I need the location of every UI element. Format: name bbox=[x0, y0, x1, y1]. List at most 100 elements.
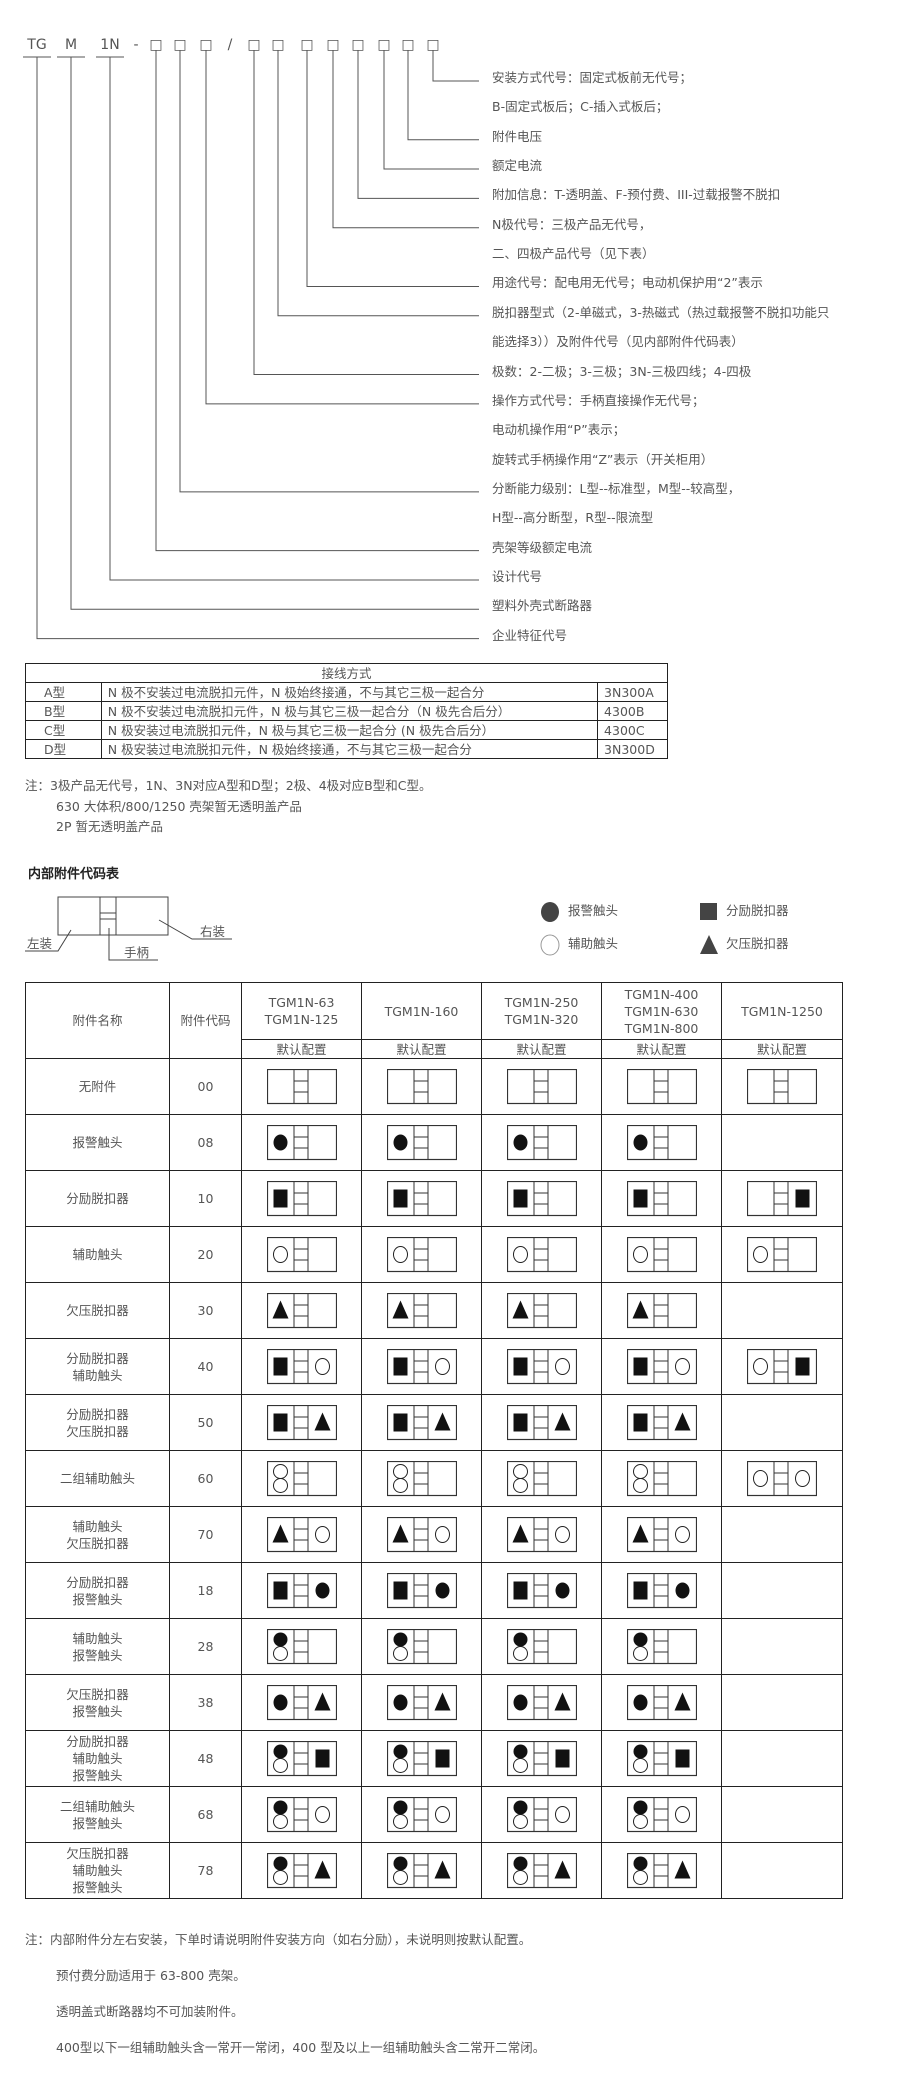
breaker-config-diagram bbox=[266, 1292, 337, 1328]
alarm-contact-icon bbox=[393, 1694, 407, 1710]
config-cell bbox=[481, 1506, 602, 1563]
breaker-config-diagram bbox=[506, 1628, 577, 1664]
legend-item: 分励脱扣器 bbox=[698, 900, 789, 923]
accessory-name-line: 欠压脱扣器 bbox=[66, 1535, 129, 1551]
breaker-config-diagram bbox=[626, 1796, 697, 1832]
col-header-name: 附件名称 bbox=[25, 982, 170, 1059]
wiring-type: B型 bbox=[25, 701, 102, 721]
alarm-contact-icon bbox=[435, 1582, 449, 1598]
accessory-name-line: 报警触头 bbox=[72, 1647, 123, 1663]
auxiliary-contact-icon bbox=[795, 1469, 810, 1487]
breaker-config-diagram bbox=[747, 1180, 817, 1216]
breaker-config-diagram bbox=[266, 1628, 337, 1664]
section-title: 内部附件代码表 bbox=[28, 867, 120, 882]
auxiliary-contact-icon bbox=[272, 1477, 288, 1493]
config-cell bbox=[601, 1394, 722, 1451]
accessory-code: 28 bbox=[169, 1618, 242, 1675]
wiring-code: 3N300D bbox=[597, 739, 668, 759]
config-cell bbox=[481, 1394, 602, 1451]
breaker-config-diagram bbox=[626, 1684, 697, 1720]
auxiliary-contact-icon bbox=[554, 1805, 570, 1823]
shunt-release-icon bbox=[675, 1749, 689, 1767]
model-header: TGM1N-400 TGM1N-630 TGM1N-800 bbox=[601, 982, 722, 1040]
table-subheader-row: 默认配置 默认配置 默认配置 默认配置 默认配置 bbox=[26, 1039, 843, 1059]
auxiliary-contact-icon bbox=[632, 1869, 648, 1885]
model-header: TGM1N-1250 bbox=[721, 982, 843, 1040]
config-cell bbox=[721, 1114, 843, 1171]
model-name: TGM1N-630 bbox=[624, 1003, 699, 1019]
config-cell bbox=[721, 1282, 843, 1339]
config-cell bbox=[721, 1338, 843, 1395]
config-cell bbox=[481, 1058, 602, 1115]
shunt-release-icon bbox=[273, 1413, 287, 1431]
auxiliary-contact-icon bbox=[392, 1645, 408, 1661]
table-row: 辅助触头 报警触头 28 bbox=[25, 1618, 843, 1675]
shunt-release-icon bbox=[513, 1189, 527, 1207]
accessory-name-line: 辅助触头 bbox=[72, 1863, 123, 1878]
alarm-contact-icon bbox=[513, 1744, 527, 1758]
alarm-contact-icon bbox=[273, 1694, 287, 1710]
auxiliary-contact-icon bbox=[392, 1245, 408, 1263]
config-cell bbox=[241, 1282, 362, 1339]
auxiliary-contact-icon bbox=[392, 1463, 408, 1479]
auxiliary-contact-icon bbox=[753, 1469, 768, 1487]
accessory-name-line: 欠压脱扣器 bbox=[66, 1686, 129, 1702]
table-row: 分励脱扣器 辅助触头 报警触头 48 bbox=[25, 1730, 843, 1787]
code-explanation: 二、四极产品代号（见下表） bbox=[492, 246, 655, 262]
config-cell bbox=[361, 1506, 482, 1563]
auxiliary-contact-icon bbox=[392, 1813, 408, 1829]
code-part: □ bbox=[401, 37, 415, 53]
config-cell bbox=[481, 1730, 602, 1787]
config-cell bbox=[241, 1450, 362, 1507]
undervoltage-release-icon bbox=[632, 1524, 648, 1542]
right-mount-label: 右装 bbox=[200, 924, 225, 939]
shunt-release-icon bbox=[435, 1749, 449, 1767]
auxiliary-contact-icon bbox=[434, 1525, 450, 1543]
table-row: 分励脱扣器 报警触头 18 bbox=[25, 1562, 843, 1619]
model-header: TGM1N-250 TGM1N-320 bbox=[481, 982, 602, 1040]
auxiliary-contact-icon bbox=[392, 1869, 408, 1885]
alarm-contact-icon bbox=[633, 1800, 647, 1814]
shunt-release-icon bbox=[795, 1357, 810, 1375]
alarm-contact-icon bbox=[633, 1134, 647, 1150]
config-cell bbox=[721, 1674, 843, 1731]
auxiliary-contact-icon bbox=[314, 1805, 330, 1823]
undervoltage-release-icon bbox=[434, 1412, 450, 1430]
accessory-name-line: 二组辅助触头 bbox=[59, 1798, 135, 1814]
accessory-name: 无附件 bbox=[25, 1058, 170, 1115]
alarm-contact-icon bbox=[633, 1856, 647, 1870]
accessory-name-line: 报警触头 bbox=[72, 1703, 123, 1719]
wiring-type: D型 bbox=[25, 739, 102, 759]
auxiliary-contact-icon bbox=[512, 1463, 528, 1479]
breaker-config-diagram bbox=[506, 1236, 577, 1272]
shunt-release-icon bbox=[393, 1357, 407, 1375]
code-part: □ bbox=[271, 37, 285, 53]
shunt-release-icon bbox=[513, 1357, 527, 1375]
undervoltage-release-icon bbox=[700, 934, 718, 954]
col-header-code: 附件代码 bbox=[169, 982, 242, 1059]
shunt-release-icon bbox=[633, 1189, 647, 1207]
auxiliary-contact-icon bbox=[632, 1813, 648, 1829]
legend-item: 报警触头 bbox=[540, 900, 618, 923]
code-tree-lines bbox=[23, 50, 479, 640]
code-explanation: 极数：2-二极；3-三极；3N-三极四线；4-四极 bbox=[492, 363, 752, 379]
alarm-contact-icon bbox=[273, 1800, 287, 1814]
config-cell bbox=[361, 1842, 482, 1899]
undervoltage-release-icon bbox=[392, 1300, 408, 1318]
breaker-config-diagram bbox=[747, 1460, 817, 1496]
alarm-contact-icon bbox=[633, 1632, 647, 1646]
breaker-config-diagram bbox=[506, 1180, 577, 1216]
config-cell bbox=[361, 1338, 482, 1395]
auxiliary-contact-icon bbox=[314, 1357, 330, 1375]
table-row: 二组辅助触头 60 bbox=[25, 1450, 843, 1507]
alarm-contact-icon bbox=[393, 1632, 407, 1646]
config-cell bbox=[601, 1786, 722, 1843]
accessory-name-line: 辅助触头 bbox=[72, 1367, 123, 1383]
code-part: □ bbox=[300, 37, 314, 53]
config-cell bbox=[601, 1842, 722, 1899]
code-explanation: N极代号：三极产品无代号， bbox=[492, 216, 652, 232]
config-cell bbox=[721, 1170, 843, 1227]
undervoltage-release-icon bbox=[434, 1692, 450, 1710]
accessory-name: 欠压脱扣器 报警触头 bbox=[25, 1674, 170, 1731]
config-cell bbox=[361, 1394, 482, 1451]
